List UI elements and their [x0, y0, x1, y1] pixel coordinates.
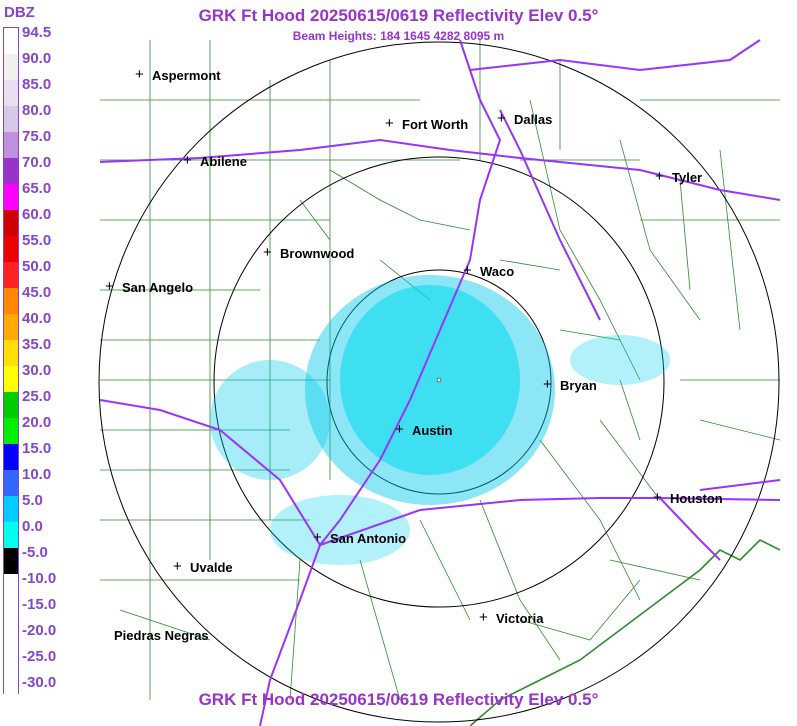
- city-label: Bryan: [560, 378, 597, 393]
- county-boundaries: [100, 40, 781, 701]
- city-marker: +: [479, 609, 488, 626]
- city-label: Tyler: [672, 170, 703, 185]
- legend-tick-label: 15.0: [22, 440, 52, 457]
- city-marker: +: [385, 115, 394, 132]
- city-marker: +: [395, 421, 404, 438]
- legend-swatch: [4, 28, 18, 54]
- reflectivity-echoes: [210, 275, 670, 565]
- city-label: Piedras Negras: [114, 628, 209, 643]
- legend-swatch: [4, 678, 18, 704]
- legend-tick-label: 25.0: [22, 388, 52, 405]
- city-label: Dallas: [514, 112, 553, 127]
- city-marker: +: [497, 110, 506, 127]
- legend-tick-label: -30.0: [22, 674, 57, 691]
- city-marker: +: [183, 152, 192, 169]
- legend-swatch: [4, 470, 18, 496]
- city-label: San Angelo: [122, 280, 194, 295]
- map-title-bottom: GRK Ft Hood 20250615/0619 Reflectivity E…: [198, 690, 599, 709]
- legend-swatch: [4, 158, 18, 184]
- legend-tick-label: -15.0: [22, 596, 57, 613]
- legend-tick-label: 65.0: [22, 180, 52, 197]
- legend-tick-label: -10.0: [22, 570, 57, 587]
- city-label: San Antonio: [330, 531, 407, 546]
- legend-swatch: [4, 522, 18, 548]
- legend-swatch: [4, 340, 18, 366]
- city-marker: +: [313, 529, 322, 546]
- legend-tick-label: 10.0: [22, 466, 52, 483]
- legend-swatch: [4, 366, 18, 392]
- city-label: Waco: [480, 264, 515, 279]
- legend-swatch: [4, 444, 18, 470]
- city-marker: +: [653, 489, 662, 506]
- legend-swatch: [4, 652, 18, 678]
- city-marker: +: [655, 168, 664, 185]
- legend-swatch: [4, 80, 18, 106]
- gulf-coastline: [469, 539, 781, 726]
- radar-map: [98, 39, 781, 726]
- legend-tick-label: -25.0: [22, 648, 57, 665]
- city-label: Brownwood: [280, 246, 355, 261]
- legend-tick-label: 40.0: [22, 310, 52, 327]
- city-label: Austin: [412, 423, 453, 438]
- legend-unit-label: DBZ: [4, 4, 35, 21]
- legend-swatch: [4, 496, 18, 522]
- legend-swatch: [4, 626, 18, 652]
- legend-tick-label: 90.0: [22, 50, 52, 67]
- legend-swatch: [4, 548, 18, 574]
- legend-swatch: [4, 210, 18, 236]
- legend-swatch: [4, 314, 18, 340]
- legend-tick-label: 45.0: [22, 284, 52, 301]
- city-marker: +: [173, 558, 182, 575]
- legend-tick-label: 5.0: [22, 492, 43, 509]
- city-marker: +: [105, 278, 114, 295]
- city-label: Houston: [670, 491, 723, 506]
- legend-swatch: [4, 418, 18, 444]
- city-label: Abilene: [200, 154, 247, 169]
- legend-tick-label: 30.0: [22, 362, 52, 379]
- city-label: Uvalde: [190, 560, 233, 575]
- legend-swatch: [4, 236, 18, 262]
- legend-tick-label: 70.0: [22, 154, 52, 171]
- legend-tick-label: -5.0: [22, 544, 48, 561]
- map-title: GRK Ft Hood 20250615/0619 Reflectivity E…: [198, 6, 599, 25]
- legend-tick-label: 55.0: [22, 232, 52, 249]
- dbz-color-legend: DBZ 94.5 90.0 85.0 80.0 75.0 70.0 65.0 60.0 55.0…: [0, 0, 64, 726]
- city-marker: +: [135, 66, 144, 83]
- highways: [99, 39, 781, 726]
- legend-tick-label: 80.0: [22, 102, 52, 119]
- legend-swatch: [4, 600, 18, 626]
- city-marker: +: [543, 376, 552, 393]
- city-label: Fort Worth: [402, 117, 469, 132]
- legend-tick-label: 85.0: [22, 76, 52, 93]
- city-marker: +: [263, 244, 272, 261]
- legend-tick-label: 94.5: [22, 24, 52, 41]
- legend-tick-label: 20.0: [22, 414, 52, 431]
- legend-tick-label: 60.0: [22, 206, 52, 223]
- legend-swatch: [4, 184, 18, 210]
- legend-tick-label: 75.0: [22, 128, 52, 145]
- legend-tick-label: -20.0: [22, 622, 57, 639]
- legend-tick-label: 50.0: [22, 258, 52, 275]
- range-rings: [98, 41, 780, 723]
- legend-swatch: [4, 392, 18, 418]
- city-label: Aspermont: [152, 68, 221, 83]
- radar-site-marker: [436, 377, 442, 383]
- legend-swatch: [4, 54, 18, 80]
- legend-swatch: [4, 132, 18, 158]
- legend-swatch: [4, 106, 18, 132]
- city-label: Victoria: [496, 611, 544, 626]
- legend-swatch: [4, 288, 18, 314]
- legend-tick-label: 0.0: [22, 518, 43, 535]
- legend-swatch: [4, 262, 18, 288]
- beam-heights-subtitle: Beam Heights: 184 1645 4282 8095 m: [292, 29, 505, 43]
- legend-swatch: [4, 574, 18, 600]
- city-marker: +: [463, 262, 472, 279]
- legend-tick-label: 35.0: [22, 336, 52, 353]
